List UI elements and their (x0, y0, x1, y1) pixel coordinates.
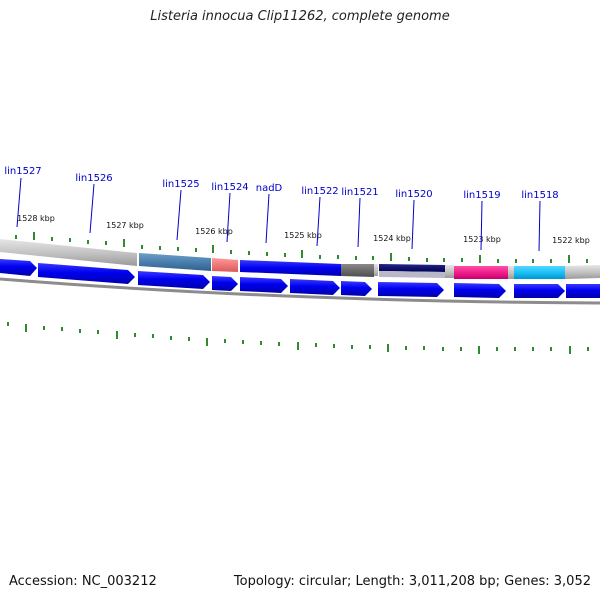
scale-label: 1527 kbp (106, 221, 144, 230)
gene-label-lin1525: lin1525 (162, 179, 199, 190)
lower-ruler-ticks (7, 322, 589, 354)
scale-label: 1526 kbp (195, 227, 233, 236)
cds-arrow (0, 259, 37, 276)
feature-blocks (139, 253, 565, 279)
feature-block-lin1521 (341, 264, 374, 277)
cds-arrow (38, 263, 135, 284)
gene-labels: lin1527 lin1526 lin1525 lin1524 nadD lin… (4, 166, 558, 201)
gene-label-lin1519: lin1519 (463, 190, 500, 201)
cds-arrow (341, 281, 372, 296)
gene-label-leaders (16, 177, 541, 252)
scale-label: 1528 kbp (17, 214, 55, 223)
cds-arrow (566, 284, 600, 298)
upper-ruler-ticks (15, 232, 588, 263)
feature-block-lin1524 (212, 258, 238, 272)
topology-text: Topology: circular; Length: 3,011,208 bp… (233, 574, 591, 589)
accession-text: Accession: NC_003212 (9, 574, 157, 589)
cds-arrow (290, 279, 340, 295)
cds-arrow (138, 271, 210, 289)
map-title: Listeria innocua Clip11262, complete gen… (150, 9, 450, 24)
feature-block-nadD (240, 260, 341, 276)
feature-block-lin1519 (454, 266, 508, 279)
backbone-band (0, 239, 600, 279)
gene-label-lin1522: lin1522 (301, 186, 338, 197)
gene-label-lin1518: lin1518 (521, 190, 558, 201)
cds-arrow (240, 277, 288, 293)
gene-label-lin1526: lin1526 (75, 173, 112, 184)
gene-label-lin1527: lin1527 (4, 166, 41, 177)
scale-label: 1523 kbp (463, 235, 501, 244)
gene-label-lin1520: lin1520 (395, 189, 432, 200)
inner-backbone-line (0, 277, 600, 305)
feature-block-lin1518 (514, 266, 565, 279)
scale-label: 1524 kbp (373, 234, 411, 243)
cds-arrow (378, 282, 444, 297)
cds-arrow (454, 283, 506, 298)
feature-block-lin1525 (139, 253, 211, 271)
feature-block-lin1520 (379, 264, 445, 272)
scale-label: 1522 kbp (552, 236, 590, 245)
gene-label-lin1521: lin1521 (341, 187, 378, 198)
gene-label-nadD: nadD (256, 183, 283, 194)
scale-labels: 1528 kbp 1527 kbp 1526 kbp 1525 kbp 1524… (17, 214, 590, 245)
scale-label: 1525 kbp (284, 231, 322, 240)
cds-arrow (514, 284, 565, 298)
feature-block-lin1520-lower (379, 271, 445, 278)
cds-arrow-track (0, 259, 600, 298)
cds-arrow (212, 276, 238, 291)
gene-label-lin1524: lin1524 (211, 182, 248, 193)
